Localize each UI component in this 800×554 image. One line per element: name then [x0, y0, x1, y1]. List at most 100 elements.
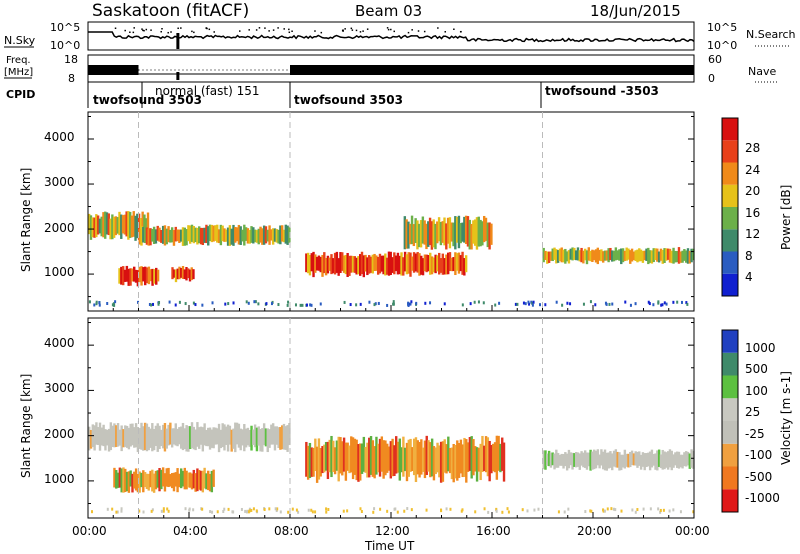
echo-cell [391, 257, 394, 273]
echo-cell [454, 252, 457, 276]
echo-cell [457, 252, 461, 274]
echo-cell [463, 216, 466, 243]
echo-cell [555, 300, 558, 304]
echo-cell [569, 248, 572, 260]
noise-search-dot [387, 28, 390, 31]
echo-cell [645, 453, 648, 468]
echo-cell [344, 254, 348, 275]
echo-cell [88, 213, 91, 235]
echo-cell [262, 225, 266, 245]
echo-cell [470, 436, 473, 479]
echo-cell [252, 227, 255, 244]
echo-cell [167, 424, 170, 446]
cpid-row: CPID twofsound 3503 normal (fast) 151 tw… [6, 82, 659, 108]
echo-cell [563, 510, 566, 514]
echo-cell [152, 226, 156, 245]
echo-cell [102, 424, 105, 447]
echo-cell [459, 439, 463, 474]
echo-cell [142, 226, 145, 243]
echo-cell [122, 429, 125, 448]
echo-cell [142, 267, 145, 282]
echo-cell [178, 473, 181, 488]
echo-cell [133, 471, 136, 489]
echo-cell [475, 217, 479, 250]
echo-cell [643, 453, 646, 471]
echo-cell [380, 436, 384, 472]
echo-cell [409, 223, 412, 245]
power-cbar-tick-4: 4 [745, 270, 753, 284]
power-ytick-2000: 2000 [44, 221, 75, 235]
echo-cell [445, 254, 448, 275]
noise-search-dot [423, 30, 426, 33]
echo-cell [147, 266, 151, 285]
echo-cell [275, 229, 278, 243]
echo-cell [217, 229, 221, 244]
echo-cell [393, 252, 396, 275]
x-axis-label: Time UT [364, 539, 415, 553]
echo-cell [273, 228, 277, 242]
echo-cell [297, 510, 300, 514]
echo-cell [143, 227, 147, 243]
echo-cell [188, 269, 192, 282]
echo-cell [311, 510, 314, 514]
echo-cell [203, 467, 206, 489]
echo-cell [556, 452, 560, 468]
freq-spike [176, 72, 180, 80]
velocity-y-ticks [88, 322, 694, 505]
echo-cell [663, 301, 666, 305]
echo-cell [634, 302, 637, 306]
echo-cell [275, 509, 278, 513]
echo-cell [542, 247, 545, 263]
echo-cell [621, 454, 625, 468]
echo-cell [629, 250, 632, 264]
echo-cell [384, 440, 387, 476]
echo-cell [614, 508, 617, 512]
echo-cell [679, 510, 682, 514]
echo-cell [127, 268, 130, 286]
echo-cell [163, 225, 167, 246]
echo-cell [241, 229, 244, 242]
noise-panel: N.Sky 10^5 10^0 10^5 10^0 N.Search [4, 21, 796, 52]
echo-cell [648, 302, 651, 306]
echo-cell [407, 252, 410, 274]
echo-cell [636, 508, 639, 512]
echo-cell [425, 435, 428, 475]
echo-cell [461, 303, 464, 307]
echo-cell [325, 507, 328, 511]
echo-cell [261, 228, 264, 245]
echo-cell [150, 303, 153, 307]
echo-cell [380, 255, 383, 272]
echo-cell [569, 302, 572, 306]
echo-cell [141, 211, 144, 235]
echo-cell [287, 300, 290, 304]
echo-cell [686, 248, 690, 264]
echo-cell [214, 225, 217, 241]
echo-cell [201, 227, 205, 246]
echo-cell [677, 247, 681, 264]
echo-cell [576, 247, 580, 261]
echo-cell [625, 247, 628, 261]
station-title: Saskatoon (fitACF) [92, 1, 249, 21]
echo-cell [337, 436, 340, 482]
echo-cell [558, 248, 562, 262]
echo-cell [124, 468, 127, 493]
echo-cell [205, 224, 208, 244]
noise-search-dot [145, 28, 148, 31]
noise-search-dot [288, 28, 290, 31]
echo-cell [560, 247, 563, 263]
echo-cell [314, 254, 317, 273]
echo-cell [402, 436, 405, 477]
echo-cell [136, 213, 139, 239]
echo-cell [605, 250, 609, 261]
echo-cell [421, 447, 425, 472]
echo-cell [495, 435, 499, 480]
echo-cell [174, 423, 177, 446]
echo-cell [187, 426, 190, 452]
echo-cell [192, 508, 195, 512]
echo-cell [439, 221, 443, 246]
noise-search-dot [114, 27, 117, 30]
echo-cell [359, 254, 362, 276]
echo-cell [187, 472, 190, 488]
echo-cell [614, 449, 618, 468]
echo-cell [317, 255, 321, 271]
